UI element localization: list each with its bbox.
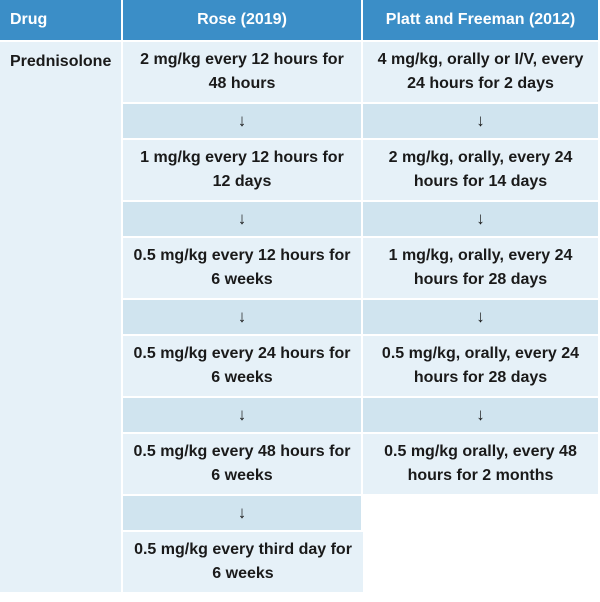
arrow-row: ↓ (0, 496, 598, 594)
platt-dose-5: 0.5 mg/kg orally, every 48 hours for 2 m… (363, 434, 598, 496)
down-arrow-icon: ↓ (123, 398, 363, 434)
header-drug: Drug (0, 0, 123, 42)
down-arrow-icon: ↓ (123, 300, 363, 336)
down-arrow-icon: ↓ (123, 202, 363, 238)
down-arrow-icon: ↓ (363, 202, 598, 238)
down-arrow-icon: ↓ (123, 104, 363, 140)
rose-dose-1: 2 mg/kg every 12 hours for 48 hours (123, 42, 363, 104)
arrow-row: ↓ ↓ (0, 202, 598, 238)
platt-dose-3: 1 mg/kg, orally, every 24 hours for 28 d… (363, 238, 598, 300)
table-row: 0.5 mg/kg every 24 hours for 6 weeks 0.5… (0, 336, 598, 398)
drug-name-cell: Prednisolone (0, 42, 123, 594)
rose-dose-3: 0.5 mg/kg every 12 hours for 6 weeks (123, 238, 363, 300)
platt-dose-4: 0.5 mg/kg, orally, every 24 hours for 28… (363, 336, 598, 398)
rose-dose-2: 1 mg/kg every 12 hours for 12 days (123, 140, 363, 202)
down-arrow-icon: ↓ (363, 398, 598, 434)
table-row: Prednisolone 2 mg/kg every 12 hours for … (0, 42, 598, 594)
rose-dose-5: 0.5 mg/kg every 48 hours for 6 weeks (123, 434, 363, 496)
rose-dose-4: 0.5 mg/kg every 24 hours for 6 weeks (123, 336, 363, 398)
header-row: Drug Rose (2019) Platt and Freeman (2012… (0, 0, 598, 42)
platt-dose-1: 4 mg/kg, orally or I/V, every 24 hours f… (363, 42, 598, 104)
header-rose: Rose (2019) (123, 0, 363, 42)
down-arrow-icon: ↓ (363, 104, 598, 140)
down-arrow-icon: ↓ (363, 300, 598, 336)
down-arrow-icon: ↓ (123, 496, 363, 532)
platt-dose-2: 2 mg/kg, orally, every 24 hours for 14 d… (363, 140, 598, 202)
header-platt: Platt and Freeman (2012) (363, 0, 598, 42)
arrow-row: ↓ ↓ (0, 104, 598, 140)
table-row: 0.5 mg/kg every 12 hours for 6 weeks 1 m… (0, 238, 598, 300)
table-row: 0.5 mg/kg every 48 hours for 6 weeks 0.5… (0, 434, 598, 496)
arrow-row: ↓ ↓ (0, 398, 598, 434)
table-row: 0.5 mg/kg every third day for 6 weeks (0, 532, 598, 594)
empty-cell (363, 496, 598, 594)
rose-dose-6: 0.5 mg/kg every third day for 6 weeks (123, 532, 363, 594)
arrow-row: ↓ ↓ (0, 300, 598, 336)
table-row: 1 mg/kg every 12 hours for 12 days 2 mg/… (0, 140, 598, 202)
